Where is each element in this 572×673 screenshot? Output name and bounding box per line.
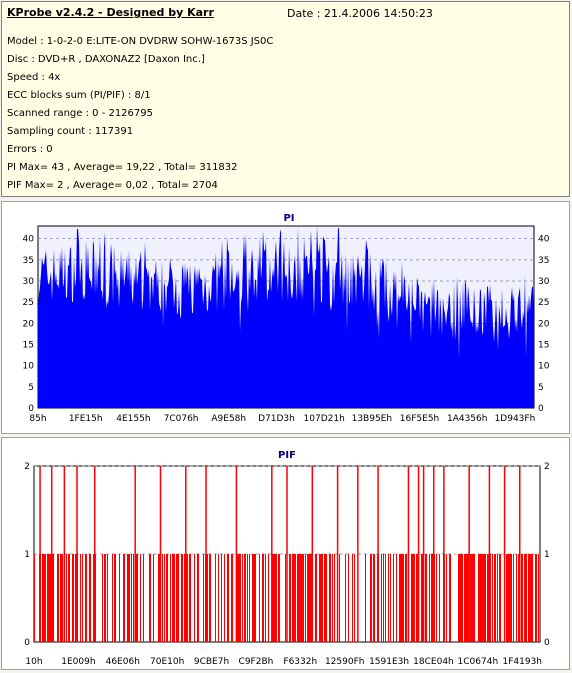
pif-xtick-label: 1591E3h [369, 657, 409, 667]
pi-ytick-left: 5 [28, 383, 34, 393]
pi-xtick-label: 107D21h [304, 414, 345, 424]
pif-chart: PIF 0 0 1 1 2 2 10h 1E009h 46E06h 70E10h 9CBE7h C9… [24, 450, 550, 667]
pi-xtick-label: 1D943Fh [495, 414, 536, 424]
pif-xtick-label: 70E10h [150, 657, 184, 667]
pif-xtick-label: 46E06h [106, 657, 140, 667]
disc-line: Disc : DVD+R , DAXONAZ2 [Daxon Inc.] [7, 54, 205, 65]
scan-date: Date : 21.4.2006 14:50:23 [287, 7, 433, 20]
pi-ytick-left: 30 [23, 277, 35, 287]
pi-xtick-label: 7C076h [164, 414, 199, 424]
pi-ytick-right: 10 [538, 362, 550, 372]
pif-ytick-right: 2 [544, 462, 550, 472]
app-title: KProbe v2.4.2 - Designed by Karr [7, 6, 214, 19]
pi-chart-title: PI [283, 213, 294, 224]
pi-x-axis: 85h 1FE15h 4E155h 7C076h A9E58h D71D3h 107D21h… [29, 414, 535, 424]
pi-ytick-right: 0 [538, 404, 544, 414]
pif-ytick-left: 2 [24, 462, 30, 472]
pi-y-axis: 0 0 5 5 10 10 15 15 20 20 25 25 30 30 35 35 40 40 [23, 235, 550, 414]
pif-y-axis: 0 0 1 1 2 2 [24, 462, 550, 648]
range-line: Scanned range : 0 - 2126795 [7, 108, 153, 119]
pif-xtick-label: 9CBE7h [194, 657, 229, 667]
pif-ytick-left: 1 [24, 550, 30, 560]
pi-xtick-label: 16F5E5h [400, 414, 439, 424]
pi-ytick-left: 25 [23, 298, 34, 308]
pi-ytick-left: 35 [23, 256, 34, 266]
pi-chart-panel: PI 0 0 5 5 10 10 15 15 20 20 25 25 30 30 35 35 40 40 85h 1… [1, 201, 570, 434]
pif-xtick-label: 10h [25, 657, 42, 667]
pi-ytick-left: 20 [23, 319, 35, 329]
pif-ytick-right: 0 [544, 638, 550, 648]
pif-chart-panel: PIF 0 0 1 1 2 2 10h 1E009h 46E06h 70E10h 9CBE7h C9… [1, 437, 570, 670]
pi-xtick-label: 85h [29, 414, 46, 424]
model-line: Model : 1-0-2-0 E:LITE-ON DVDRW SOHW-167… [7, 36, 274, 47]
pi-ytick-left: 15 [23, 341, 34, 351]
pi-xtick-label: 1A4356h [447, 414, 488, 424]
pif-summary-line: PIF Max= 2 , Average= 0,02 , Total= 2704 [7, 180, 218, 191]
pi-xtick-label: 1FE15h [69, 414, 103, 424]
pi-area-series [38, 226, 534, 408]
pif-bar-series [34, 466, 539, 642]
pif-ytick-right: 1 [544, 550, 550, 560]
pif-xtick-label: 18CE04h [413, 657, 454, 667]
pi-chart: PI 0 0 5 5 10 10 15 15 20 20 25 25 30 30 35 35 40 40 85h 1… [23, 213, 550, 424]
pi-ytick-right: 40 [538, 235, 550, 245]
pi-ytick-right: 15 [538, 341, 549, 351]
pif-xtick-label: 1F4193h [502, 657, 542, 667]
pif-chart-title: PIF [278, 450, 296, 461]
pif-xtick-label: 12590Fh [325, 657, 365, 667]
pi-ytick-right: 20 [538, 319, 550, 329]
pi-xtick-label: 4E155h [116, 414, 150, 424]
pi-ytick-right: 5 [538, 383, 544, 393]
pi-ytick-right: 25 [538, 298, 549, 308]
speed-line: Speed : 4x [7, 72, 61, 83]
pif-xtick-label: 1E009h [61, 657, 95, 667]
pif-xtick-label: 1C0674h [458, 657, 499, 667]
pi-xtick-label: A9E58h [211, 414, 246, 424]
pi-xtick-label: 13B95Eh [352, 414, 392, 424]
pi-ytick-right: 30 [538, 277, 550, 287]
pi-ytick-left: 10 [23, 362, 35, 372]
pi-ytick-left: 40 [23, 235, 35, 245]
pif-x-axis: 10h 1E009h 46E06h 70E10h 9CBE7h C9F2Bh F6332h 1… [25, 657, 542, 667]
pi-ytick-left: 0 [28, 404, 34, 414]
pif-xtick-label: C9F2Bh [239, 657, 274, 667]
errors-line: Errors : 0 [7, 144, 53, 155]
ecc-line: ECC blocks sum (PI/PIF) : 8/1 [7, 90, 151, 101]
pif-ytick-left: 0 [24, 638, 30, 648]
pi-xtick-label: D71D3h [258, 414, 295, 424]
pif-xtick-label: F6332h [283, 657, 317, 667]
scan-info-panel: KProbe v2.4.2 - Designed by Karr Date : … [1, 1, 570, 197]
sampling-line: Sampling count : 117391 [7, 126, 134, 137]
pi-summary-line: PI Max= 43 , Average= 19,22 , Total= 311… [7, 162, 238, 173]
pi-ytick-right: 35 [538, 256, 549, 266]
